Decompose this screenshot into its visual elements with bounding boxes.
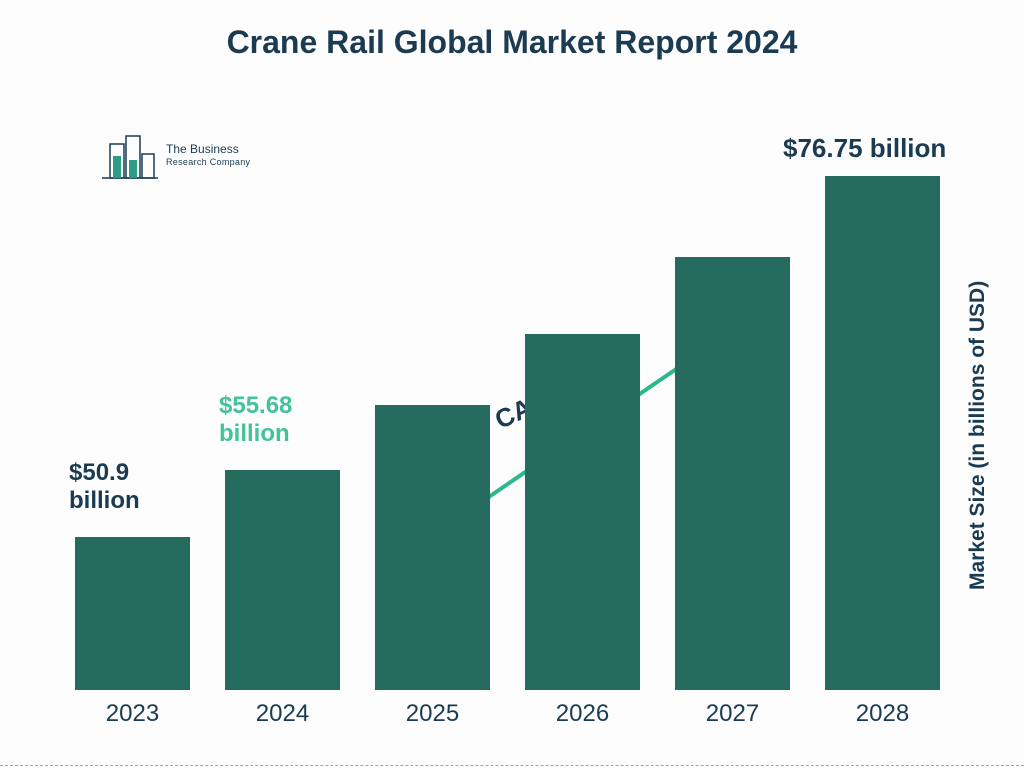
footer-divider	[0, 765, 1024, 766]
bar	[375, 405, 490, 690]
y-axis-label: Market Size (in billions of USD)	[966, 290, 990, 590]
bar	[825, 176, 940, 691]
page-root: Crane Rail Global Market Report 2024 The…	[0, 0, 1024, 768]
x-tick-label: 2023	[75, 700, 190, 728]
x-tick-label: 2026	[525, 700, 640, 728]
x-tick-label: 2027	[675, 700, 790, 728]
bar	[225, 470, 340, 690]
bar-chart: CAGR 8.4% 202320242025202620272028$50.9 …	[75, 130, 945, 690]
bar	[75, 537, 190, 690]
chart-title: Crane Rail Global Market Report 2024	[0, 24, 1024, 61]
x-tick-label: 2024	[225, 700, 340, 728]
x-tick-label: 2025	[375, 700, 490, 728]
value-label: $55.68 billion	[219, 392, 354, 447]
bar	[675, 257, 790, 690]
value-label: $76.75 billion	[783, 134, 1003, 164]
value-label: $50.9 billion	[69, 459, 204, 514]
x-tick-label: 2028	[825, 700, 940, 728]
bar	[525, 334, 640, 690]
